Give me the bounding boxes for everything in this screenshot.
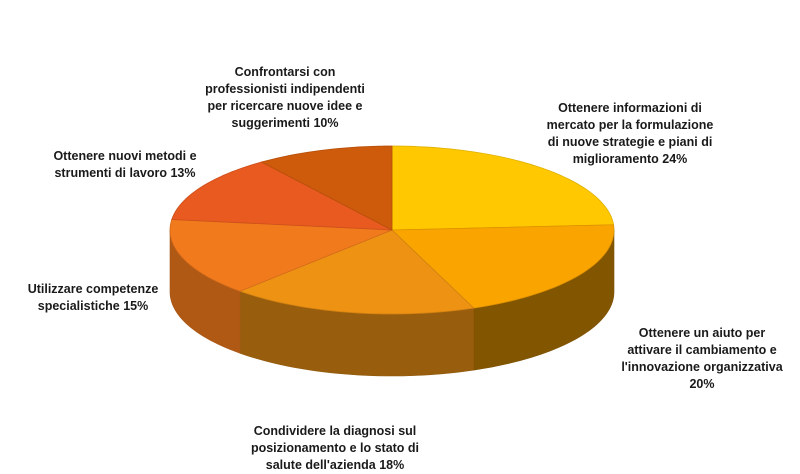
pie-slice-2 <box>238 229 475 315</box>
slice-label-nuovi-metodi: Ottenere nuovi metodi e strumenti di lav… <box>53 149 197 180</box>
slice-label-aiuto-cambiamento: Ottenere un aiuto per attivare il cambia… <box>621 326 783 391</box>
pie-slice-5 <box>260 145 393 231</box>
slice-label-confrontarsi-professionisti: Confrontarsi con professionisti indipend… <box>205 65 365 130</box>
pie-slice-0 <box>391 145 615 231</box>
pie-slice-1 <box>391 224 615 309</box>
pie-slice-3 <box>169 219 393 292</box>
slice-label-informazioni-mercato: Ottenere informazioni di mercato per la … <box>546 101 714 166</box>
pie-top-slices <box>169 145 615 315</box>
pie-slice-4 <box>171 161 393 231</box>
slice-label-diagnosi-posizionamento: Condividere la diagnosi sul posizionamen… <box>250 424 420 472</box>
slice-label-competenze-specialistiche: Utilizzare competenze specialistiche 15% <box>27 282 159 313</box>
pie-sides <box>169 229 615 377</box>
